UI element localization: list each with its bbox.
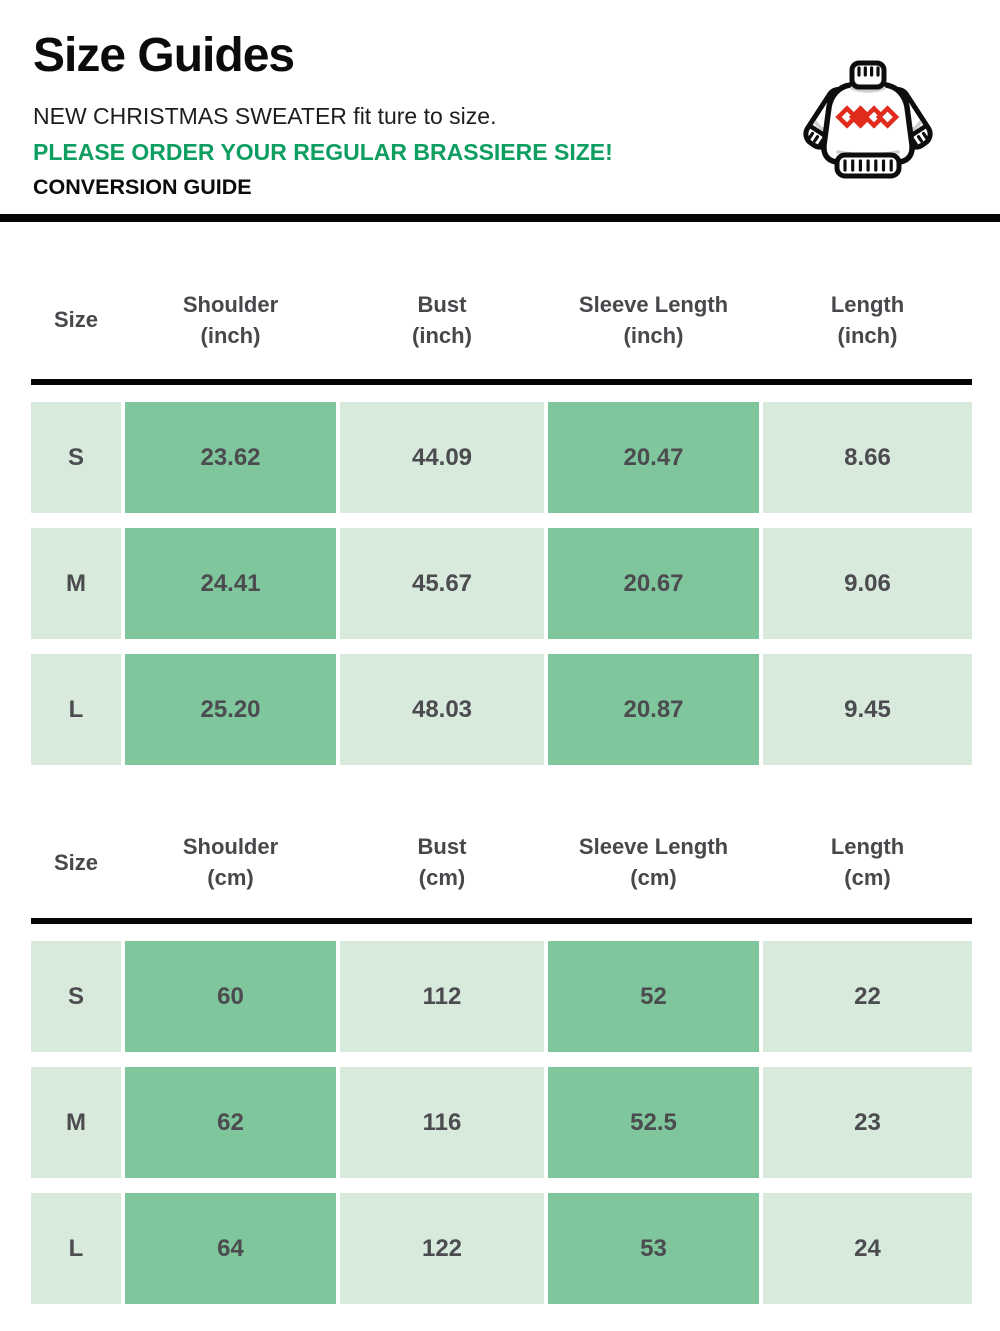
length-cell: 9.45 bbox=[763, 654, 972, 766]
size-cell: S bbox=[31, 402, 121, 514]
size-cell: S bbox=[31, 941, 121, 1053]
table-row: M 62 116 52.5 23 bbox=[31, 1067, 972, 1179]
bust-cell: 45.67 bbox=[340, 528, 544, 640]
table-header-divider bbox=[31, 918, 972, 925]
size-table-inch: Size Shoulder (inch) Bust (inch) Sleeve … bbox=[31, 260, 972, 766]
table-row: S 23.62 44.09 20.47 8.66 bbox=[31, 402, 972, 514]
length-cell: 22 bbox=[763, 941, 972, 1053]
shoulder-cell: 25.20 bbox=[125, 654, 336, 766]
table-header-row: Size Shoulder (cm) Bust (cm) Sleeve Leng… bbox=[31, 806, 972, 918]
header-section: Size Guides NEW CHRISTMAS SWEATER fit tu… bbox=[0, 0, 1000, 200]
size-table-cm: Size Shoulder (cm) Bust (cm) Sleeve Leng… bbox=[31, 806, 972, 1305]
table-row: L 64 122 53 24 bbox=[31, 1193, 972, 1305]
length-cell: 24 bbox=[763, 1193, 972, 1305]
sleeve-length-cell: 20.67 bbox=[548, 528, 759, 640]
bust-cell: 48.03 bbox=[340, 654, 544, 766]
sleeve-length-cell: 53 bbox=[548, 1193, 759, 1305]
sleeve-length-cell: 52.5 bbox=[548, 1067, 759, 1179]
column-header-shoulder: Shoulder (cm) bbox=[182, 834, 279, 891]
size-cell: M bbox=[31, 528, 121, 640]
column-header-sleeve-length: Sleeve Length (inch) bbox=[578, 291, 729, 348]
order-warning-text: PLEASE ORDER YOUR REGULAR BRASSIERE SIZE… bbox=[33, 138, 613, 165]
size-cell: L bbox=[31, 654, 121, 766]
sleeve-length-cell: 52 bbox=[548, 941, 759, 1053]
column-header-bust: Bust (inch) bbox=[412, 291, 472, 348]
table-header-divider bbox=[31, 379, 972, 386]
table-row: S 60 112 52 22 bbox=[31, 941, 972, 1053]
table-body: S 23.62 44.09 20.47 8.66 M 24.41 45.67 2… bbox=[31, 402, 972, 766]
header-divider bbox=[0, 214, 1000, 223]
christmas-sweater-icon bbox=[801, 55, 935, 187]
column-header-size: Size bbox=[53, 849, 99, 875]
size-cell: M bbox=[31, 1067, 121, 1179]
table-row: L 25.20 48.03 20.87 9.45 bbox=[31, 654, 972, 766]
column-header-bust: Bust (cm) bbox=[417, 834, 467, 891]
conversion-guide-label: CONVERSION GUIDE bbox=[33, 174, 252, 199]
shoulder-cell: 64 bbox=[125, 1193, 336, 1305]
size-cell: L bbox=[31, 1193, 121, 1305]
bust-cell: 112 bbox=[340, 941, 544, 1053]
column-header-size: Size bbox=[53, 307, 99, 333]
length-cell: 9.06 bbox=[763, 528, 972, 640]
table-body: S 60 112 52 22 M 62 116 52.5 23 L 64 122… bbox=[31, 941, 972, 1305]
bust-cell: 122 bbox=[340, 1193, 544, 1305]
page-title: Size Guides bbox=[33, 29, 295, 82]
shoulder-cell: 60 bbox=[125, 941, 336, 1053]
column-header-shoulder: Shoulder (inch) bbox=[182, 291, 279, 348]
sleeve-length-cell: 20.47 bbox=[548, 402, 759, 514]
bust-cell: 116 bbox=[340, 1067, 544, 1179]
table-header-row: Size Shoulder (inch) Bust (inch) Sleeve … bbox=[31, 260, 972, 379]
length-cell: 23 bbox=[763, 1067, 972, 1179]
sleeve-length-cell: 20.87 bbox=[548, 654, 759, 766]
column-header-length: Length (cm) bbox=[830, 834, 905, 891]
table-row: M 24.41 45.67 20.67 9.06 bbox=[31, 528, 972, 640]
column-header-sleeve-length: Sleeve Length (cm) bbox=[578, 834, 729, 891]
shoulder-cell: 24.41 bbox=[125, 528, 336, 640]
shoulder-cell: 23.62 bbox=[125, 402, 336, 514]
fit-subtitle: NEW CHRISTMAS SWEATER fit ture to size. bbox=[33, 103, 497, 130]
length-cell: 8.66 bbox=[763, 402, 972, 514]
column-header-length: Length (inch) bbox=[830, 291, 905, 348]
bust-cell: 44.09 bbox=[340, 402, 544, 514]
shoulder-cell: 62 bbox=[125, 1067, 336, 1179]
